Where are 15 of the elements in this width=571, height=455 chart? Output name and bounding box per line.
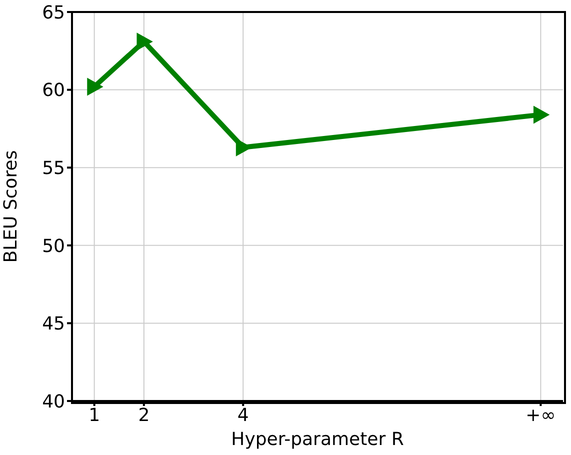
- point: [136, 32, 153, 51]
- point: [533, 106, 550, 124]
- y-axis-title: BLEU Scores: [0, 150, 22, 263]
- x-axis-title: Hyper-parameter R: [231, 429, 404, 450]
- point: [87, 78, 104, 96]
- y-tick-label: 65: [42, 2, 65, 24]
- y-tick-label: 45: [42, 314, 65, 335]
- x-tick-label: 2: [138, 404, 150, 426]
- y-tick-label: 60: [42, 80, 65, 102]
- y-tick-label: 40: [42, 391, 65, 412]
- x-tick-label: 4: [237, 404, 249, 426]
- x-tick-label: +∞: [526, 404, 556, 426]
- y-tick-label: 50: [42, 236, 65, 257]
- y-tick-label: 55: [42, 158, 65, 179]
- x-tick-label: 1: [88, 404, 100, 426]
